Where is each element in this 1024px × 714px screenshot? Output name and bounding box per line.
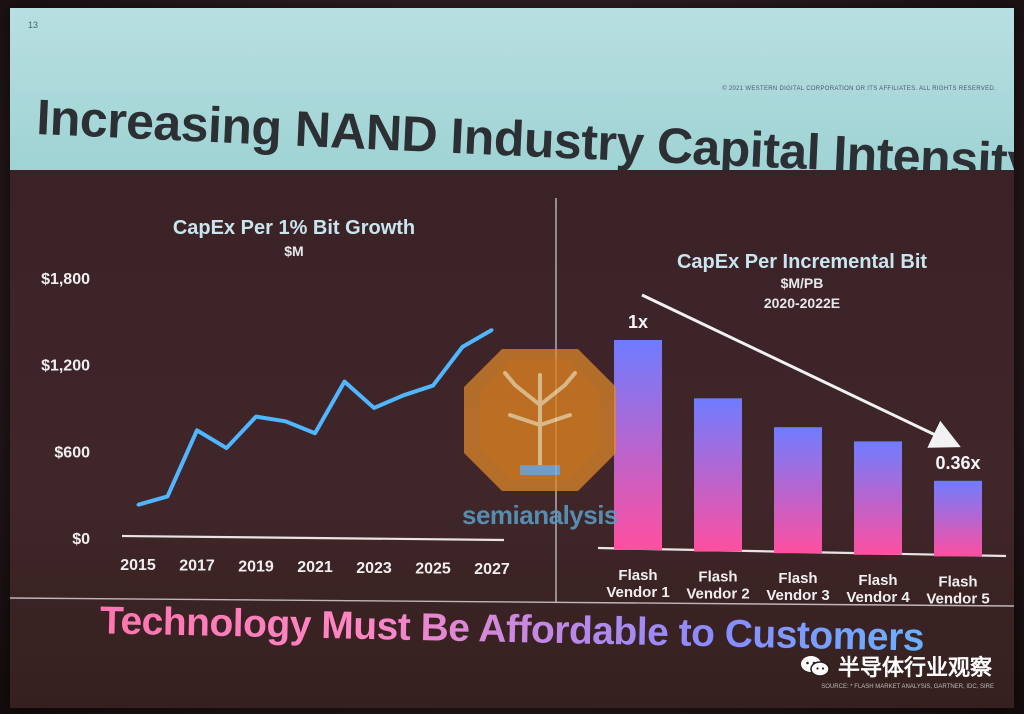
bar-category-label: Flash xyxy=(618,567,657,584)
line-data-point xyxy=(166,494,169,498)
bar-annotation-label: 0.36x xyxy=(935,453,980,473)
semianalysis-logo-watermark xyxy=(464,349,616,491)
charts-canvas: CapEx Per 1% Bit Growth $M $0 $600 $1,200 $… xyxy=(10,198,1014,607)
bar-category-label: Vendor 2 xyxy=(686,586,749,603)
bar-category-label: Flash xyxy=(938,573,977,590)
bar-flash-vendor-3 xyxy=(774,427,822,554)
line-chart-title: CapEx Per 1% Bit Growth xyxy=(173,217,415,239)
source-note: SOURCE: * FLASH MARKET ANALYSIS, GARTNER… xyxy=(821,684,994,690)
line-chart-x-axis xyxy=(121,534,505,542)
slide-number: 13 xyxy=(28,20,39,30)
line-x-tick-label: 2021 xyxy=(297,559,333,576)
bar-category-label: Flash xyxy=(698,569,737,586)
bar-category-label: Flash xyxy=(858,572,897,589)
wechat-channel-name: 半导体行业观察 xyxy=(837,656,992,681)
bar-category-label: Vendor 1 xyxy=(606,584,669,601)
line-data-point xyxy=(254,415,258,419)
bar-chart-subtitle: $M/PB xyxy=(781,275,824,291)
copyright-notice: © 2021 WESTERN DIGITAL CORPORATION OR IT… xyxy=(722,86,996,92)
line-data-point xyxy=(136,503,140,507)
line-data-point xyxy=(431,384,435,388)
bar-flash-vendor-4 xyxy=(854,441,902,555)
line-data-point xyxy=(225,446,228,450)
line-x-tick-label: 2027 xyxy=(474,561,510,578)
bar-category-label: Vendor 3 xyxy=(766,587,829,604)
line-chart-subtitle: $M xyxy=(284,243,303,259)
line-series xyxy=(137,328,493,507)
line-y-tick-label: $1,200 xyxy=(41,358,90,375)
line-data-point xyxy=(284,419,287,423)
bar-category-label: Vendor 5 xyxy=(926,590,989,607)
line-y-tick-label: $0 xyxy=(72,531,90,548)
line-data-point xyxy=(461,345,464,349)
line-data-point xyxy=(402,393,405,397)
bar-flash-vendor-5 xyxy=(934,480,982,557)
bar-flash-vendor-2 xyxy=(694,398,742,552)
line-x-tick-label: 2025 xyxy=(415,561,451,578)
line-x-tick-label: 2023 xyxy=(356,560,392,577)
line-y-tick-label: $1,800 xyxy=(41,271,90,288)
bar-chart-period: 2020-2022E xyxy=(764,295,840,311)
title-band: 13 © 2021 WESTERN DIGITAL CORPORATION OR… xyxy=(10,8,1014,190)
line-x-tick-label: 2019 xyxy=(238,558,274,575)
bar-annotation-label: 1x xyxy=(628,312,648,332)
line-y-tick-label: $600 xyxy=(54,444,90,461)
semianalysis-watermark-text: semianalysis xyxy=(462,500,618,530)
trend-arrow xyxy=(641,293,961,448)
wechat-channel-badge: 半导体行业观察 xyxy=(800,650,992,682)
bar-flash-vendor-1 xyxy=(614,340,662,550)
line-x-tick-label: 2017 xyxy=(179,558,215,575)
bar-chart-title: CapEx Per Incremental Bit xyxy=(677,251,927,273)
footer-divider xyxy=(10,597,1014,607)
bar-category-label: Vendor 4 xyxy=(846,589,910,606)
line-data-point xyxy=(343,380,346,384)
line-data-point xyxy=(372,406,376,410)
bar-category-label: Flash xyxy=(778,570,817,587)
line-data-point xyxy=(313,431,317,435)
wechat-icon xyxy=(800,656,830,677)
line-x-tick-label: 2015 xyxy=(120,557,156,574)
line-data-point xyxy=(490,328,494,332)
line-data-point xyxy=(195,428,199,432)
